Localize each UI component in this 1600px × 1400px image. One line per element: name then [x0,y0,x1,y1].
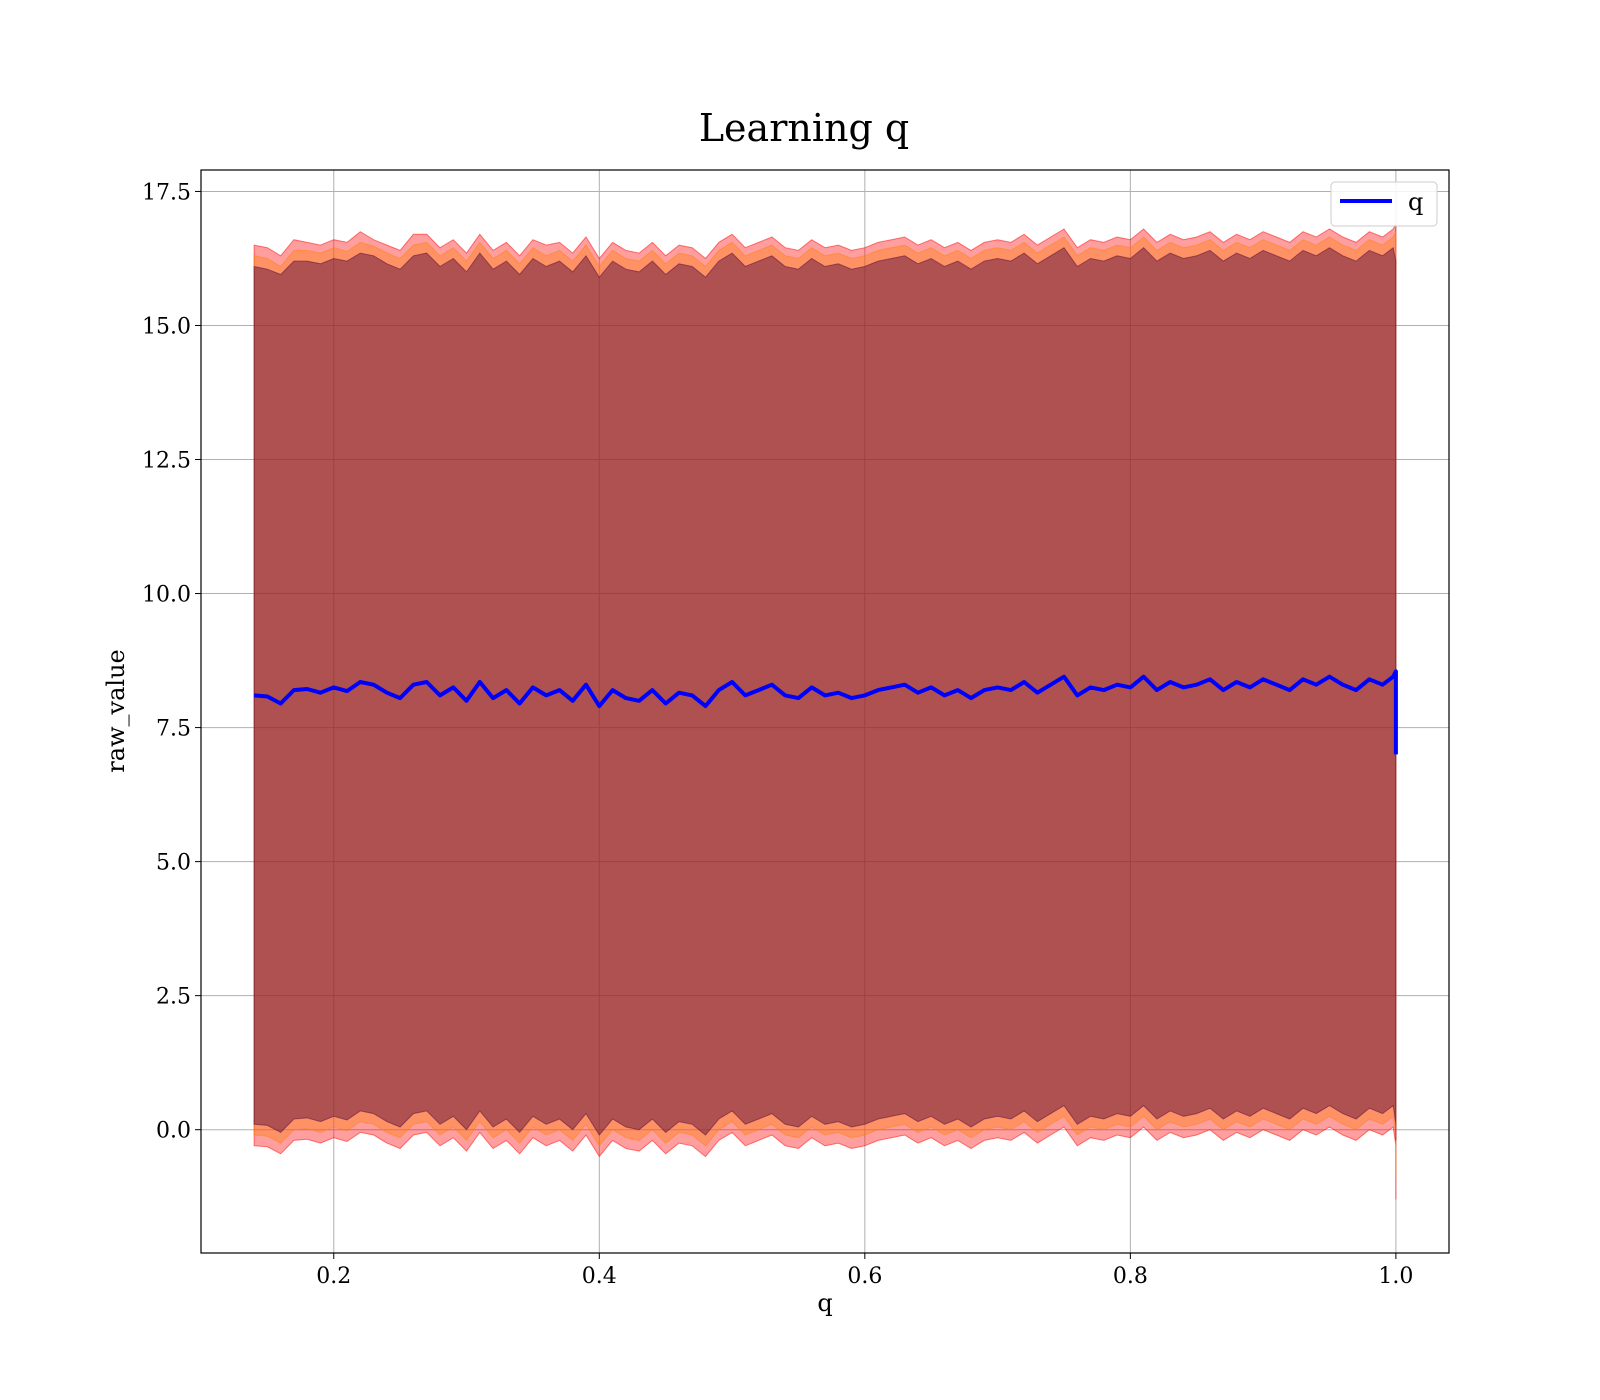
x-tick-label: 0.8 [1113,1264,1148,1289]
y-tick-label: 12.5 [142,449,191,474]
y-tick-label: 17.5 [142,180,191,205]
series-line-q [253,669,1398,755]
y-tick-label: 0.0 [156,1119,191,1144]
x-tick-label: 0.4 [582,1264,617,1289]
y-tick-label: 5.0 [156,851,191,876]
x-tick-label: 1.0 [1378,1264,1413,1289]
confidence-bands [253,223,1397,1200]
x-tick-label: 0.2 [316,1264,351,1289]
legend-box [1330,181,1438,227]
y-axis-label: raw_value [102,649,130,773]
band-1 [253,231,1397,1178]
legend: q [1330,181,1438,227]
y-tick-label: 2.5 [156,985,191,1010]
y-tick-label: 15.0 [142,314,191,339]
grid [201,170,1449,1253]
series-lines [253,669,1398,755]
legend-label-q: q [1408,188,1423,216]
x-tick-label: 0.6 [847,1264,882,1289]
chart-title: Learning q [699,106,909,150]
y-axis-ticks: 0.0 2.5 5.0 7.5 10.0 12.5 15.0 17.5 [142,180,201,1144]
plot-frame [200,169,1450,1254]
x-axis-label: q [817,1289,832,1317]
y-tick-label: 10.0 [142,583,191,608]
x-axis-ticks: 0.2 0.4 0.6 0.8 1.0 [316,1253,1413,1289]
y-tick-label: 7.5 [156,717,191,742]
